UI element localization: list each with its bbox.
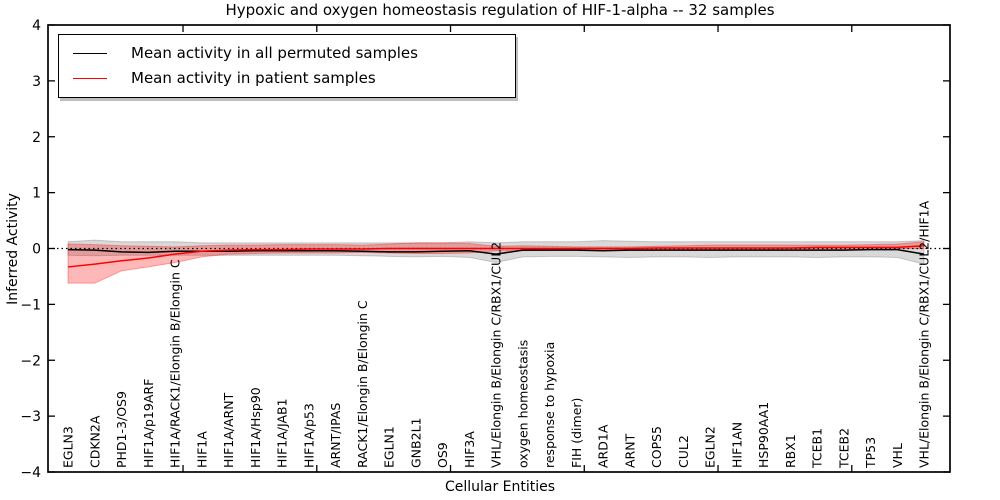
- svg-text:0: 0: [32, 242, 41, 258]
- svg-text:ARNT: ARNT: [622, 433, 637, 468]
- svg-text:VHL/Elongin B/Elongin C/RBX1/C: VHL/Elongin B/Elongin C/RBX1/CUL2/HIF1A: [917, 200, 932, 468]
- legend: Mean activity in all permuted samples Me…: [58, 34, 516, 98]
- legend-line-patient-icon: [73, 77, 107, 79]
- svg-text:HSP90AA1: HSP90AA1: [756, 402, 771, 468]
- svg-text:TCEB1: TCEB1: [810, 428, 825, 469]
- svg-text:ARNT/IPAS: ARNT/IPAS: [328, 403, 343, 468]
- svg-text:HIF1A/p19ARF: HIF1A/p19ARF: [141, 379, 156, 468]
- svg-text:EGLN3: EGLN3: [61, 426, 76, 468]
- legend-label-patient: Mean activity in patient samples: [131, 68, 376, 87]
- svg-text:VHL: VHL: [890, 443, 905, 468]
- svg-text:PHD1-3/OS9: PHD1-3/OS9: [114, 391, 129, 468]
- svg-text:4: 4: [32, 18, 41, 34]
- legend-item-permuted: Mean activity in all permuted samples: [73, 46, 509, 61]
- svg-text:−2: −2: [20, 353, 41, 369]
- svg-text:FIH (dimer): FIH (dimer): [569, 398, 584, 468]
- svg-text:TP53: TP53: [863, 437, 878, 469]
- svg-text:HIF1A/Hsp90: HIF1A/Hsp90: [248, 387, 263, 468]
- svg-text:HIF1A/JAB1: HIF1A/JAB1: [275, 398, 290, 468]
- svg-text:response to hypoxia: response to hypoxia: [542, 342, 557, 468]
- legend-item-patient: Mean activity in patient samples: [73, 68, 509, 87]
- svg-text:CUL2: CUL2: [676, 435, 691, 468]
- legend-line-permuted-icon: [73, 53, 107, 55]
- svg-text:−1: −1: [20, 297, 41, 313]
- svg-text:HIF1A/RACK1/Elongin B/Elongin: HIF1A/RACK1/Elongin B/Elongin C: [168, 259, 183, 468]
- svg-text:HIF1A/p53: HIF1A/p53: [301, 403, 316, 468]
- svg-text:HIF1A/ARNT: HIF1A/ARNT: [221, 392, 236, 468]
- svg-text:HIF1A: HIF1A: [194, 431, 209, 468]
- svg-text:VHL/Elongin B/Elongin C/RBX1/C: VHL/Elongin B/Elongin C/RBX1/CUL2: [489, 242, 504, 468]
- chart-title: Hypoxic and oxygen homeostasis regulatio…: [225, 1, 775, 19]
- svg-text:TCEB2: TCEB2: [836, 428, 851, 469]
- svg-text:−4: −4: [20, 465, 41, 481]
- svg-text:COPS5: COPS5: [649, 426, 664, 468]
- svg-text:CDKN2A: CDKN2A: [87, 415, 102, 468]
- svg-text:RBX1: RBX1: [783, 434, 798, 468]
- svg-text:3: 3: [32, 74, 41, 90]
- svg-text:EGLN1: EGLN1: [382, 426, 397, 468]
- y-axis-label: Inferred Activity: [5, 193, 21, 305]
- x-axis-label: Cellular Entities: [444, 479, 556, 495]
- svg-text:ARD1A: ARD1A: [596, 424, 611, 468]
- svg-text:oxygen homeostasis: oxygen homeostasis: [515, 340, 530, 468]
- svg-text:EGLN2: EGLN2: [703, 426, 718, 468]
- legend-label-permuted: Mean activity in all permuted samples: [131, 44, 418, 63]
- svg-text:OS9: OS9: [435, 442, 450, 468]
- svg-text:HIF1AN: HIF1AN: [729, 422, 744, 468]
- svg-text:HIF3A: HIF3A: [462, 431, 477, 468]
- svg-text:−3: −3: [20, 409, 41, 425]
- svg-text:1: 1: [32, 186, 41, 202]
- svg-text:RACK1/Elongin B/Elongin C: RACK1/Elongin B/Elongin C: [355, 300, 370, 468]
- svg-text:2: 2: [32, 130, 41, 146]
- svg-text:GNB2L1: GNB2L1: [408, 418, 423, 468]
